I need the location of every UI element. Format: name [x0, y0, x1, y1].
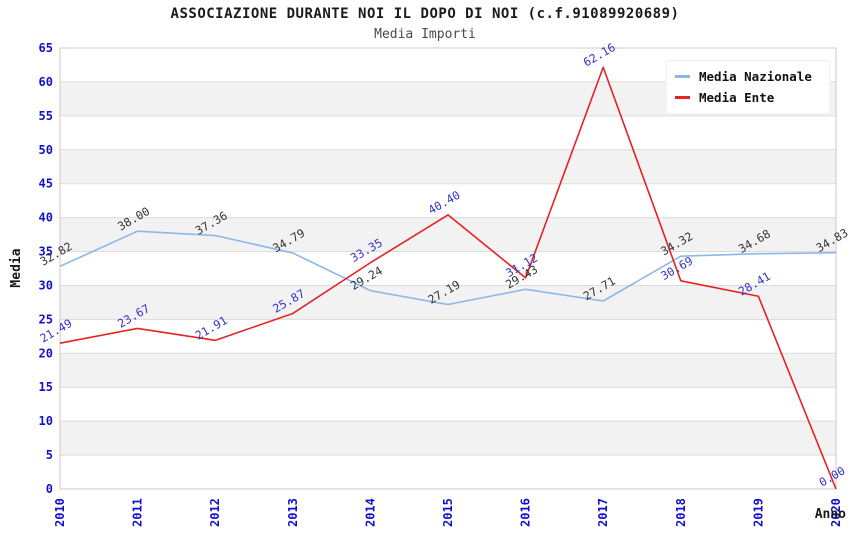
y-tick-label: 40	[39, 211, 53, 225]
y-tick-label: 50	[39, 143, 53, 157]
legend-line-swatch-ente	[675, 96, 690, 99]
x-tick-label: 2016	[519, 498, 533, 527]
x-tick-label: 2013	[286, 498, 300, 527]
y-tick-label: 65	[39, 41, 53, 55]
x-tick-label: 2019	[751, 498, 765, 527]
shaded-band	[60, 217, 836, 252]
legend-item-media-ente: Media Ente	[675, 87, 823, 108]
x-tick-label: 2018	[674, 498, 688, 527]
x-axis-label: Anno	[814, 507, 846, 522]
y-tick-label: 55	[39, 109, 53, 123]
chart-subtitle: Media Importi	[374, 27, 476, 42]
y-tick-label: 0	[46, 482, 53, 496]
y-tick-label: 25	[39, 312, 53, 326]
y-tick-label: 35	[39, 245, 53, 259]
plot-bands	[60, 81, 836, 456]
y-tick-label: 20	[39, 346, 53, 360]
series-line-0	[59, 230, 837, 306]
series-line-1	[59, 66, 837, 490]
shaded-band	[60, 421, 836, 456]
x-tick-label: 2011	[131, 498, 145, 527]
shaded-band	[60, 149, 836, 184]
point-value-label: 62.16	[581, 40, 618, 69]
legend-line-swatch-nazionale	[675, 75, 690, 78]
y-tick-label: 15	[39, 380, 53, 394]
x-tick-label: 2012	[208, 498, 222, 527]
shaded-band	[60, 285, 836, 320]
legend-item-media-nazionale: Media Nazionale	[675, 66, 823, 87]
x-tick-label: 2015	[441, 498, 455, 527]
legend: Media Nazionale Media Ente	[666, 60, 830, 114]
y-tick-labels: 0 5 10 15 20 25 30 35 40 45 50 55 60 65	[39, 41, 53, 496]
y-tick-label: 10	[39, 414, 53, 428]
y-axis-label: Media	[9, 248, 24, 288]
y-tick-label: 60	[39, 75, 53, 89]
legend-label-media-nazionale: Media Nazionale	[699, 69, 812, 84]
point-value-label: 40.40	[426, 188, 463, 217]
x-tick-label: 2010	[53, 498, 67, 527]
point-value-label: 0.00	[817, 464, 848, 490]
x-tick-label: 2017	[596, 498, 610, 527]
chart-title: ASSOCIAZIONE DURANTE NOI IL DOPO DI NOI …	[170, 6, 680, 22]
y-tick-label: 5	[46, 448, 53, 462]
x-tick-labels: 2010 2011 2012 2013 2014 2015 2016 2017 2018 2019…	[53, 498, 843, 527]
y-tick-label: 30	[39, 278, 53, 292]
plot-border	[59, 47, 837, 490]
shaded-band	[60, 353, 836, 388]
x-tick-label: 2020	[829, 498, 843, 527]
y-tick-label: 45	[39, 177, 53, 191]
x-tick-label: 2014	[363, 498, 377, 527]
legend-label-media-ente: Media Ente	[699, 90, 775, 105]
